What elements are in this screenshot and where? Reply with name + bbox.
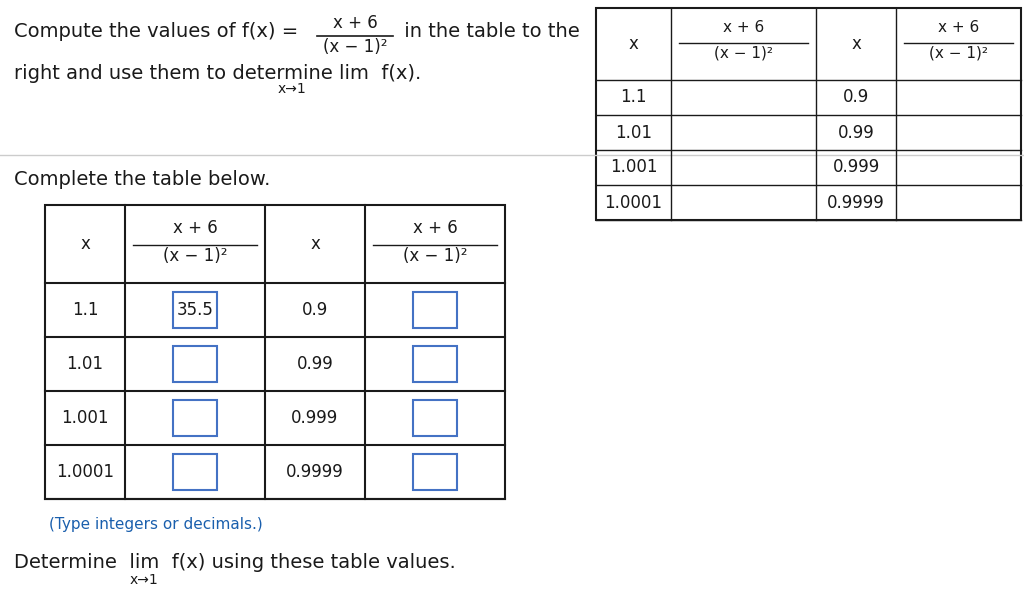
Text: (x − 1)²: (x − 1)²: [929, 45, 988, 60]
Text: 0.9: 0.9: [302, 301, 328, 319]
Bar: [173, 346, 217, 382]
Text: 0.9999: 0.9999: [827, 194, 885, 212]
Text: x: x: [851, 35, 861, 53]
Text: 0.9999: 0.9999: [286, 463, 344, 481]
Text: (x − 1)²: (x − 1)²: [323, 38, 387, 56]
Bar: [413, 292, 457, 328]
Bar: [413, 454, 457, 490]
Text: 0.99: 0.99: [297, 355, 334, 373]
Text: x: x: [80, 235, 90, 253]
Text: 0.9: 0.9: [843, 88, 869, 106]
Text: x + 6: x + 6: [938, 20, 979, 35]
Text: (x − 1)²: (x − 1)²: [402, 247, 467, 265]
Text: 0.99: 0.99: [838, 123, 874, 141]
Text: x + 6: x + 6: [723, 20, 764, 35]
Text: Determine  lim  f(x) using these table values.: Determine lim f(x) using these table val…: [14, 553, 456, 572]
Text: x + 6: x + 6: [173, 219, 217, 237]
Text: (Type integers or decimals.): (Type integers or decimals.): [49, 517, 263, 532]
Bar: [596, 8, 1021, 220]
Text: x + 6: x + 6: [413, 219, 458, 237]
Text: x: x: [629, 35, 638, 53]
Text: 1.1: 1.1: [72, 301, 98, 319]
Text: 0.999: 0.999: [292, 409, 339, 427]
Text: 1.0001: 1.0001: [604, 194, 663, 212]
Text: 1.0001: 1.0001: [56, 463, 114, 481]
Text: 35.5: 35.5: [176, 301, 213, 319]
Text: Compute the values of f(x) =: Compute the values of f(x) =: [14, 22, 304, 41]
Text: in the table to the: in the table to the: [398, 22, 580, 41]
Bar: [173, 454, 217, 490]
Text: x→1: x→1: [130, 573, 159, 587]
Text: (x − 1)²: (x − 1)²: [714, 45, 773, 60]
Bar: [45, 205, 505, 499]
Text: 1.01: 1.01: [615, 123, 652, 141]
Text: x→1: x→1: [278, 82, 307, 96]
Text: 0.999: 0.999: [833, 159, 880, 177]
Text: right and use them to determine lim  f(x).: right and use them to determine lim f(x)…: [14, 64, 421, 83]
Bar: [413, 346, 457, 382]
Text: 1.001: 1.001: [61, 409, 109, 427]
Bar: [413, 400, 457, 436]
Text: x: x: [310, 235, 319, 253]
Bar: [173, 292, 217, 328]
Text: 1.1: 1.1: [621, 88, 647, 106]
Text: Complete the table below.: Complete the table below.: [14, 170, 270, 189]
Text: x + 6: x + 6: [333, 14, 378, 32]
Bar: [173, 400, 217, 436]
Text: 1.001: 1.001: [609, 159, 657, 177]
Text: 1.01: 1.01: [67, 355, 103, 373]
Text: (x − 1)²: (x − 1)²: [163, 247, 227, 265]
